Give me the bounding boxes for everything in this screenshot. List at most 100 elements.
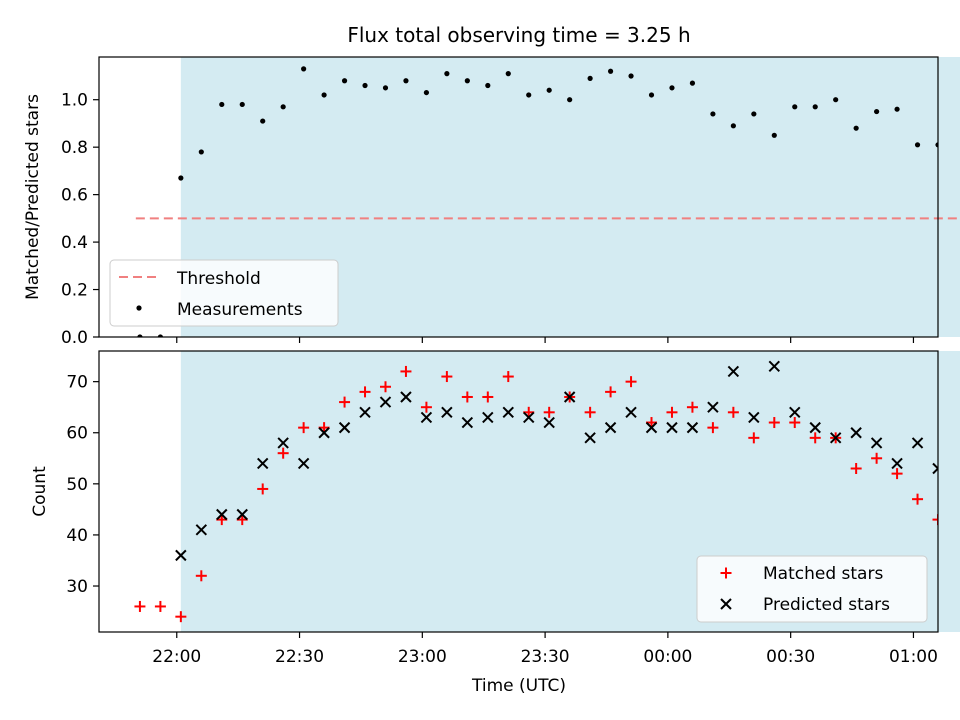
legend-measurement-swatch: [136, 305, 142, 311]
matched-star-marker: [646, 417, 658, 429]
measurement-point: [874, 108, 880, 115]
predicted-star-marker: [727, 365, 740, 378]
marker-stroke: [911, 437, 924, 449]
marker-stroke: [379, 396, 392, 408]
predicted-star-marker: [645, 421, 658, 434]
matched-star-marker: [707, 422, 719, 434]
measurement-point: [137, 334, 143, 337]
y-tick-label: 0.6: [61, 186, 88, 206]
x-tick-label: 22:30: [275, 647, 324, 667]
matched-star-marker: [154, 600, 166, 612]
marker-stroke: [400, 391, 412, 403]
matched-star-marker: [932, 514, 938, 526]
marker-stroke: [932, 462, 938, 470]
measurement-point: [546, 87, 552, 93]
chart-title: Flux total observing time = 3.25 h: [347, 23, 690, 47]
predicted-star-marker: [748, 411, 760, 424]
measurement-point: [833, 97, 839, 103]
matched-star-marker: [871, 452, 883, 464]
measurement-point: [157, 334, 163, 337]
predicted-star-marker: [400, 391, 412, 403]
predicted-star-marker: [318, 427, 330, 439]
measurement-point: [607, 68, 614, 74]
matched-star-marker: [666, 406, 678, 418]
marker-stroke: [850, 427, 862, 439]
measurement-point: [362, 82, 368, 89]
marker-stroke: [257, 457, 269, 470]
predicted-star-marker: [543, 416, 555, 429]
marker-stroke: [523, 411, 535, 424]
ratio-panel: 0.0 0.2 0.4 0.6 0.8 1.0 Matched/Predicted star…: [23, 56, 960, 348]
x-tick-label: 23:30: [521, 647, 570, 667]
x-axis-label: Time (UTC): [471, 676, 566, 696]
predicted-star-marker: [809, 421, 821, 434]
predicted-star-marker: [441, 406, 453, 419]
matched-star-marker: [400, 365, 412, 377]
y-axis-label: Count: [30, 466, 50, 517]
predicted-star-marker: [707, 401, 719, 413]
y-tick-label: 50: [66, 475, 88, 495]
matched-star-marker: [134, 600, 146, 612]
matched-star-marker: [850, 463, 862, 475]
marker-stroke: [482, 411, 494, 424]
matched-star-marker: [912, 493, 924, 505]
y-tick-label: 0.8: [61, 138, 88, 158]
marker-stroke: [789, 406, 801, 419]
matched-star-marker: [502, 371, 514, 383]
y-tick-label: 60: [66, 424, 88, 444]
measurement-point: [505, 71, 511, 77]
predicted-star-marker: [359, 406, 371, 419]
predicted-star-marker: [932, 462, 938, 475]
predicted-star-marker: [236, 508, 248, 521]
predicted-star-marker: [482, 411, 494, 424]
measurement-point: [812, 104, 818, 110]
predicted-star-marker: [686, 421, 699, 434]
predicted-star-marker: [216, 508, 228, 521]
matched-star-marker: [686, 401, 698, 413]
measurement-point: [403, 78, 409, 84]
measurement-point: [178, 175, 184, 181]
marker-stroke: [543, 416, 555, 429]
measurement-point: [464, 78, 470, 84]
legend-matched-swatch: [720, 567, 732, 579]
x-tick-label: 00:00: [643, 647, 692, 667]
predicted-star-marker: [789, 406, 801, 419]
predicted-star-marker: [195, 524, 208, 536]
matched-star-marker: [461, 391, 473, 403]
measurement-point: [280, 104, 286, 110]
y-tick-label: 0.4: [61, 233, 88, 253]
marker-stroke: [720, 598, 732, 610]
measurement-point: [485, 82, 491, 89]
marker-stroke: [277, 437, 289, 449]
predicted-star-marker: [420, 411, 433, 424]
predicted-star-marker: [563, 391, 576, 403]
legend-box: [696, 555, 928, 623]
measurement-point: [894, 106, 900, 112]
marker-stroke: [707, 401, 719, 413]
predicted-star-marker: [584, 432, 596, 444]
marker-stroke: [666, 421, 678, 434]
marker-stroke: [441, 406, 453, 419]
matched-star-marker: [727, 406, 739, 418]
matched-star-marker: [195, 570, 207, 582]
marker-stroke: [645, 421, 658, 434]
legend-measurement-label: Measurements: [177, 300, 303, 320]
measurement-point: [260, 118, 266, 124]
marker-stroke: [604, 421, 617, 434]
measurement-point: [341, 78, 348, 84]
plot-frame: [98, 350, 939, 633]
legend-predicted-label: Predicted stars: [763, 595, 890, 615]
matched-star-marker: [625, 376, 637, 388]
x-tick-label: 00:30: [766, 647, 815, 667]
measurement-point: [914, 142, 921, 148]
predicted-star-marker: [502, 406, 514, 419]
predicted-star-marker: [666, 421, 678, 434]
y-axis-label: Matched/Predicted stars: [23, 94, 43, 300]
measurement-point: [198, 149, 204, 155]
y-tick-label: 70: [66, 373, 88, 393]
marker-stroke: [829, 432, 842, 444]
matched-star-marker: [277, 447, 289, 459]
measurement-point: [771, 132, 777, 138]
matched-star-marker: [543, 406, 555, 418]
